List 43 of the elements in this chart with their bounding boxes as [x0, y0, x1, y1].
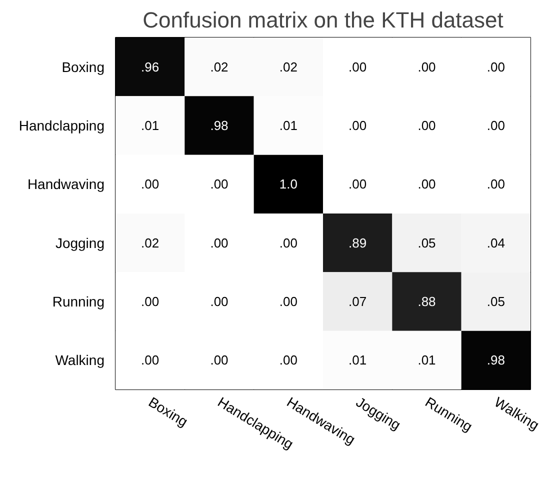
data-label: .01 — [348, 352, 367, 368]
data-label: .00 — [279, 235, 298, 250]
data-label: .00 — [210, 176, 228, 192]
data-label: .02 — [279, 59, 298, 74]
data-label: .89 — [348, 235, 367, 250]
data-label: .00 — [279, 294, 298, 309]
data-label: .00 — [418, 176, 436, 192]
data-label: .00 — [141, 294, 160, 309]
data-label: .00 — [279, 352, 298, 368]
data-label: .00 — [141, 176, 160, 192]
data-label: .01 — [418, 352, 436, 368]
data-label: .00 — [486, 118, 505, 133]
data-label: .02 — [141, 235, 160, 250]
data-label: .00 — [348, 118, 367, 133]
chart-title: Confusion matrix on the KTH dataset — [142, 8, 504, 32]
data-label: .00 — [348, 59, 367, 74]
data-label: .01 — [279, 118, 298, 133]
data-label: .88 — [418, 294, 436, 309]
data-label: .02 — [210, 59, 228, 74]
data-label: .00 — [418, 59, 436, 74]
data-label: .00 — [141, 352, 160, 368]
data-label: .00 — [486, 176, 505, 192]
data-label: .00 — [348, 176, 367, 192]
y-tick-label: Jogging — [55, 234, 105, 251]
data-label: .00 — [210, 294, 228, 309]
data-label: .98 — [210, 118, 228, 133]
data-label: .00 — [210, 235, 228, 250]
data-label: .07 — [348, 294, 367, 309]
data-label: 1.0 — [279, 176, 298, 192]
y-tick-label: Handwaving — [27, 176, 105, 192]
data-label: .05 — [486, 294, 505, 309]
data-label: .98 — [486, 352, 505, 368]
data-label: .05 — [418, 235, 436, 250]
y-tick-label: Handclapping — [18, 118, 105, 134]
data-label: .96 — [141, 59, 160, 74]
y-tick-label: Running — [52, 294, 105, 310]
data-label: .01 — [141, 118, 160, 133]
data-label: .00 — [486, 59, 505, 74]
y-tick-label: Walking — [55, 352, 105, 368]
data-label: .00 — [210, 352, 228, 368]
data-label: .04 — [486, 235, 505, 250]
data-label: .00 — [418, 118, 436, 133]
y-tick-label: Boxing — [62, 58, 105, 75]
